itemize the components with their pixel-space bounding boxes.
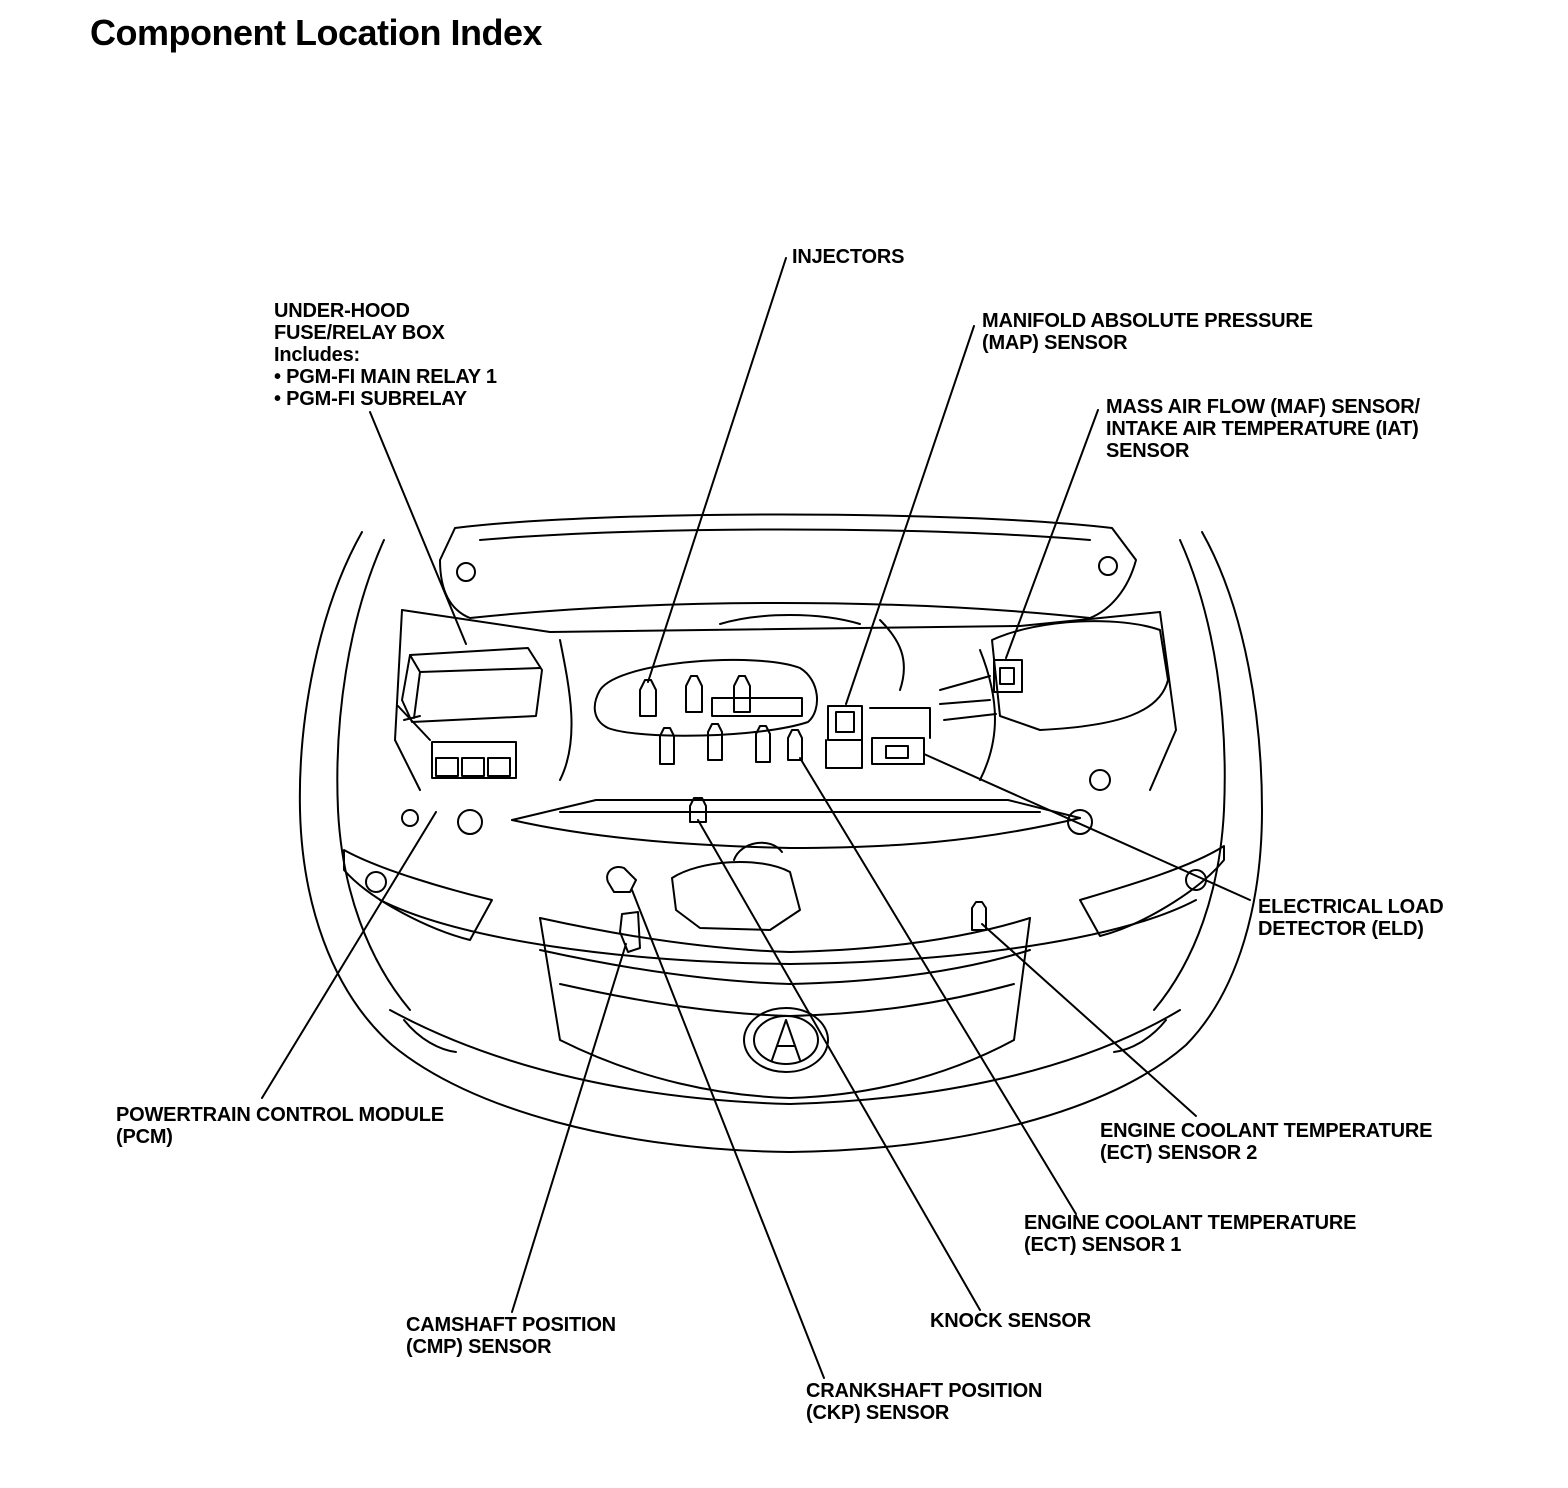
leader-ect2: [981, 923, 1197, 1117]
injector: [707, 723, 723, 761]
knock-sensor-part: [689, 797, 707, 823]
map-sensor: [827, 705, 863, 741]
label-fuse-relay-box: UNDER-HOOD FUSE/RELAY BOX Includes: • PG…: [274, 300, 497, 410]
pcm-box: [431, 741, 517, 779]
leader-ckp: [631, 889, 825, 1379]
label-pcm: POWERTRAIN CONTROL MODULE (PCM): [116, 1104, 444, 1148]
leader-cmp: [511, 943, 627, 1313]
car-body-outline: [298, 531, 1263, 1153]
maf-sensor: [993, 659, 1023, 693]
page-title: Component Location Index: [90, 12, 543, 53]
leader-knock: [697, 819, 981, 1311]
label-map-sensor: MANIFOLD ABSOLUTE PRESSURE (MAP) SENSOR: [982, 310, 1313, 354]
grille-bar: [539, 917, 1031, 953]
label-eld: ELECTRICAL LOAD DETECTOR (ELD): [1258, 896, 1444, 940]
ect-sensor-1: [787, 729, 803, 761]
eld-box: [871, 737, 925, 765]
leader-map: [845, 325, 975, 705]
leader-eld: [923, 753, 1251, 901]
radiator-support: [511, 799, 1081, 821]
leader-injectors: [647, 257, 787, 683]
leader-ect1: [799, 757, 1077, 1215]
label-injectors: INJECTORS: [792, 246, 905, 268]
label-knock-sensor: KNOCK SENSOR: [930, 1310, 1091, 1332]
injector: [639, 679, 657, 717]
fuse-relay-box: [401, 647, 543, 723]
emblem: [743, 1007, 829, 1073]
injector: [685, 675, 703, 713]
label-ect-sensor-2: ENGINE COOLANT TEMPERATURE (ECT) SENSOR …: [1100, 1120, 1433, 1164]
front-bumper: [379, 899, 1197, 965]
right-headlight: [1079, 845, 1225, 937]
air-cleaner-box: [991, 620, 1169, 731]
left-headlight: [343, 849, 493, 941]
ckp-sensor-part: [619, 911, 641, 953]
intake-manifold: [593, 658, 819, 737]
label-cmp-sensor: CAMSHAFT POSITION (CMP) SENSOR: [406, 1314, 616, 1358]
leader-maf-iat: [1005, 409, 1099, 659]
injector: [659, 727, 675, 765]
label-maf-iat-sensor: MASS AIR FLOW (MAF) SENSOR/ INTAKE AIR T…: [1106, 396, 1420, 462]
injector: [755, 725, 771, 763]
label-ect-sensor-1: ENGINE COOLANT TEMPERATURE (ECT) SENSOR …: [1024, 1212, 1357, 1256]
injector: [733, 675, 751, 713]
leader-pcm: [261, 811, 437, 1099]
cmp-sensor-part: [606, 866, 637, 893]
ect-sensor-2: [971, 901, 987, 931]
label-ckp-sensor: CRANKSHAFT POSITION (CKP) SENSOR: [806, 1380, 1043, 1424]
hood: [439, 513, 1137, 619]
grille-bar: [539, 949, 1031, 985]
leader-fuse-box: [369, 411, 467, 645]
